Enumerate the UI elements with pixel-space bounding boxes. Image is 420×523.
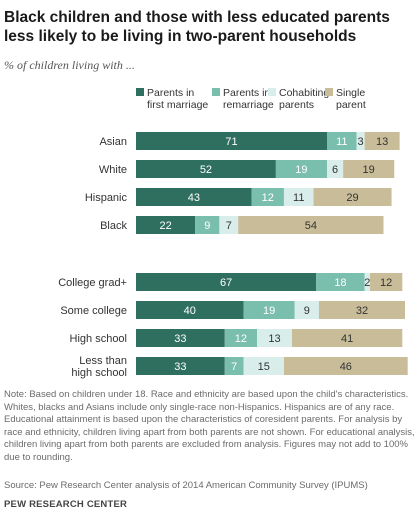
data-label: 9 <box>204 220 210 232</box>
data-label: 12 <box>235 333 247 345</box>
data-label: 41 <box>341 333 353 345</box>
bar-segment <box>292 329 403 347</box>
bar-segment <box>283 357 408 375</box>
legend-label-1: Parents in <box>147 87 194 99</box>
legend-label-3: Cohabiting <box>279 87 329 99</box>
category-label: Asian <box>99 136 127 148</box>
data-label: 33 <box>174 333 186 345</box>
legend-swatch-4 <box>325 88 333 96</box>
chart-subtitle: % of children living with ... <box>4 58 135 72</box>
data-label: 13 <box>376 136 388 148</box>
category-label: Hispanic <box>85 192 128 204</box>
data-label: 52 <box>200 164 212 176</box>
data-label: 12 <box>262 192 274 204</box>
bar-segment <box>238 216 384 234</box>
data-label: 12 <box>380 277 392 289</box>
data-label: 71 <box>225 136 237 148</box>
data-label: 33 <box>174 361 186 373</box>
legend-label-2: remarriage <box>223 99 274 111</box>
bar-segment <box>243 301 295 319</box>
bar-segment <box>251 188 284 206</box>
category-label: Some college <box>60 305 127 317</box>
data-label: 2 <box>364 277 370 289</box>
bar-segment <box>136 357 225 375</box>
bar-segment <box>275 160 327 178</box>
data-label: 7 <box>226 220 232 232</box>
chart-note: Note: Based on children under 18. Race a… <box>4 389 415 463</box>
data-label: 22 <box>159 220 171 232</box>
data-label: 19 <box>295 164 307 176</box>
legend-swatch-3 <box>268 88 276 96</box>
bar-segment <box>364 273 371 291</box>
pew-logo-text: PEW RESEARCH CENTER <box>4 499 128 510</box>
category-label: High school <box>70 333 127 345</box>
bar-segment <box>313 188 392 206</box>
legend-label-3: parents <box>279 99 314 111</box>
bar-segment <box>136 329 225 347</box>
bar-segment <box>326 132 357 150</box>
data-label: 3 <box>358 136 364 148</box>
bar-segment <box>326 160 344 178</box>
legend-swatch-2 <box>212 88 220 96</box>
data-label: 32 <box>356 305 368 317</box>
bar-segment <box>343 160 395 178</box>
bar-segment <box>195 216 220 234</box>
data-label: 18 <box>334 277 346 289</box>
bar-segment <box>224 329 258 347</box>
bar-segment <box>136 273 317 291</box>
data-label: 29 <box>346 192 358 204</box>
data-label: 40 <box>184 305 196 317</box>
category-label: White <box>99 164 127 176</box>
data-label: 43 <box>188 192 200 204</box>
category-label: College grad+ <box>58 277 127 289</box>
bar-segment <box>243 357 284 375</box>
bar-segment <box>283 188 314 206</box>
data-label: 11 <box>293 192 304 204</box>
data-label: 19 <box>263 305 275 317</box>
legend-swatch-1 <box>136 88 144 96</box>
bar-segment <box>364 132 400 150</box>
legend-label-2: Parents in <box>223 87 270 99</box>
legend-label-4: parent <box>336 99 366 111</box>
chart-source: Source: Pew Research Center analysis of … <box>4 480 368 491</box>
bar-segment <box>316 273 365 291</box>
bar-segment <box>318 301 405 319</box>
data-label: 19 <box>363 164 375 176</box>
category-label: Less than <box>79 355 127 367</box>
bar-segment <box>294 301 319 319</box>
data-label: 46 <box>340 361 352 373</box>
bar-segment <box>257 329 293 347</box>
data-label: 9 <box>304 305 310 317</box>
legend-label-1: first marriage <box>147 99 208 111</box>
data-label: 54 <box>305 220 317 232</box>
bar-segment <box>219 216 239 234</box>
legend-label-4: Single <box>336 87 365 99</box>
data-label: 15 <box>258 361 270 373</box>
bar-segment <box>224 357 244 375</box>
bar-segment <box>356 132 365 150</box>
data-label: 13 <box>268 333 280 345</box>
bar-segment <box>136 216 196 234</box>
bar-segment <box>136 301 244 319</box>
bar-segment <box>370 273 403 291</box>
data-label: 7 <box>231 361 237 373</box>
bar-segment <box>136 132 327 150</box>
category-label: Black <box>100 220 127 232</box>
bar-segment <box>136 188 252 206</box>
data-label: 11 <box>336 136 347 148</box>
bar-segment <box>136 160 276 178</box>
chart-title: Black children and those with less educa… <box>4 9 390 45</box>
data-label: 67 <box>220 277 232 289</box>
category-label: high school <box>71 367 127 379</box>
data-label: 6 <box>332 164 338 176</box>
